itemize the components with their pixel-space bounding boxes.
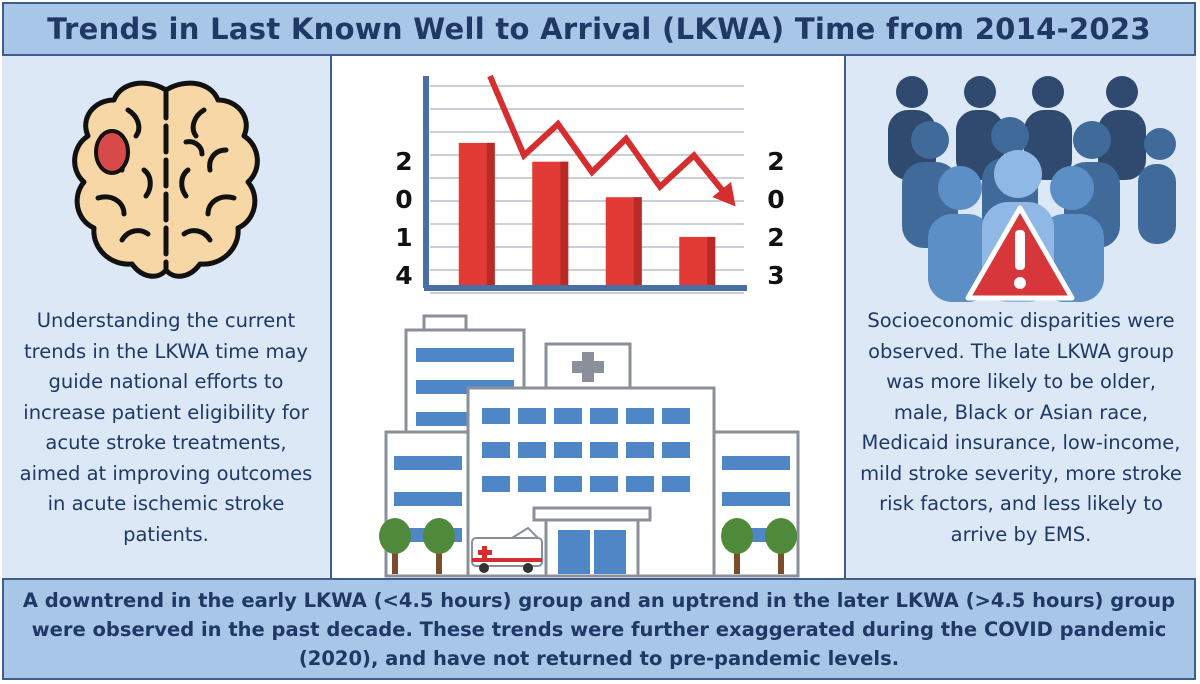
right-panel-text: Socioeconomic disparities were observed.… bbox=[860, 309, 1182, 546]
tree-icon bbox=[379, 518, 797, 574]
bar-1 bbox=[458, 142, 495, 285]
right-panel: Socioeconomic disparities were observed.… bbox=[844, 56, 1196, 578]
footer-text: A downtrend in the early LKWA (<4.5 hour… bbox=[22, 588, 1176, 670]
left-panel: Understanding the current trends in the … bbox=[2, 56, 332, 578]
ambulance-icon bbox=[471, 526, 543, 573]
middle-panel: 2 0 1 4 2 0 2 3 bbox=[332, 56, 844, 578]
page-title: Trends in Last Known Well to Arrival (LK… bbox=[47, 12, 1151, 46]
left-label-3: 1 bbox=[395, 223, 412, 252]
chart-bars bbox=[458, 142, 716, 285]
trend-chart: 2 0 1 4 2 0 2 3 bbox=[395, 74, 785, 294]
right-label-1: 2 bbox=[767, 147, 784, 176]
left-label-1: 2 bbox=[395, 147, 412, 176]
title-bar: Trends in Last Known Well to Arrival (LK… bbox=[2, 2, 1196, 56]
left-label-4: 4 bbox=[395, 261, 412, 290]
people-warning-icon bbox=[888, 76, 1176, 302]
brain-icon bbox=[72, 80, 260, 279]
left-panel-text: Understanding the current trends in the … bbox=[19, 309, 313, 546]
hospital-icon bbox=[379, 314, 800, 578]
bar-2 bbox=[532, 161, 569, 285]
footer-bar: A downtrend in the early LKWA (<4.5 hour… bbox=[2, 578, 1196, 680]
bar-3 bbox=[605, 197, 642, 285]
right-label-4: 3 bbox=[767, 261, 784, 290]
right-label-3: 2 bbox=[767, 223, 784, 252]
trend-line bbox=[487, 74, 731, 200]
bar-4 bbox=[679, 236, 716, 285]
trend-arrowhead bbox=[712, 181, 736, 207]
left-label-2: 0 bbox=[395, 185, 412, 214]
right-label-2: 0 bbox=[767, 185, 784, 214]
